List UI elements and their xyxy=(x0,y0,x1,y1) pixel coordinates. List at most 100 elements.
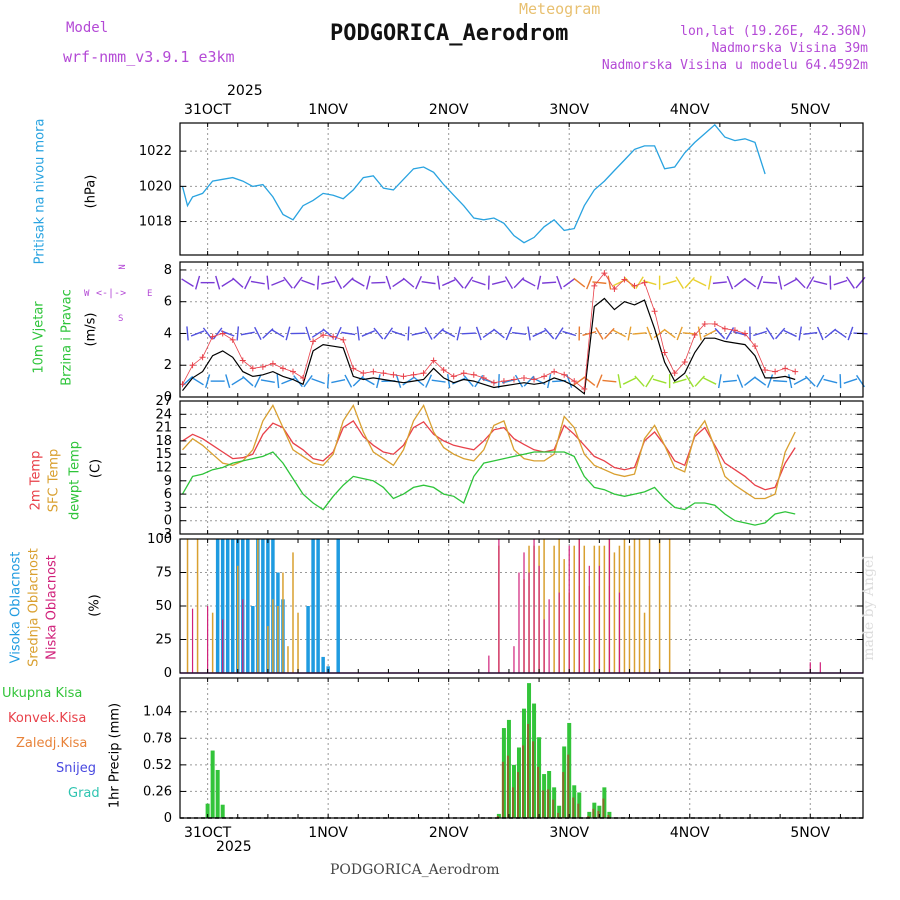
cloud-low-bar xyxy=(523,552,525,673)
precip-conv-bar xyxy=(542,790,545,818)
top-year: 2025 xyxy=(227,83,263,99)
wind-barb xyxy=(744,376,756,386)
gust-marker xyxy=(591,282,598,289)
cloud-low-bar xyxy=(618,592,621,673)
wind-barb xyxy=(471,279,486,286)
gust-marker xyxy=(320,332,327,339)
precip-conv-bar xyxy=(522,745,525,818)
gust-marker xyxy=(229,336,236,343)
wind-barb xyxy=(672,378,687,384)
gust-marker xyxy=(661,349,668,356)
compass-n: N xyxy=(115,264,126,270)
wind-barb xyxy=(242,375,254,387)
wind-barb xyxy=(447,374,451,389)
wind-barb xyxy=(726,275,734,290)
wind-barb xyxy=(231,376,245,386)
gust-marker xyxy=(189,362,196,369)
gust-marker xyxy=(721,325,728,332)
wind-barb xyxy=(436,275,441,290)
wind-barb xyxy=(271,329,285,338)
y-tick-label: 6 xyxy=(164,295,172,310)
cloud-mid-bar xyxy=(543,539,545,673)
gust-marker xyxy=(470,371,477,378)
cloud-mid-bar xyxy=(593,545,596,673)
cloud-high-bar xyxy=(246,539,250,673)
gust-marker xyxy=(279,365,286,372)
gust-marker xyxy=(249,365,256,372)
y-tick-label: -3 xyxy=(159,527,172,542)
wind-barb xyxy=(756,275,764,290)
gust-marker xyxy=(420,370,427,377)
wind-barb xyxy=(532,329,546,338)
gust-marker xyxy=(571,378,578,385)
cloud-mid-bar xyxy=(643,612,646,673)
y-tick-label: 0 xyxy=(164,514,172,529)
precip-conv-bar xyxy=(602,798,605,818)
wind-barb xyxy=(806,276,815,290)
cloud-mid-bar xyxy=(186,539,189,673)
pressure-ylabel: Pritisak na nivou mora xyxy=(32,118,48,265)
precip-conv-bar xyxy=(552,799,555,818)
gust-marker xyxy=(651,308,658,315)
gust-marker xyxy=(300,374,307,381)
wind-barb xyxy=(262,328,274,339)
wind-barb xyxy=(743,277,757,288)
wind-barb xyxy=(596,374,603,388)
y-tick-label: 25 xyxy=(155,633,172,648)
wind-barb xyxy=(733,330,747,336)
wind-barb xyxy=(493,328,505,339)
precip-conv-bar xyxy=(572,797,575,818)
gust-marker xyxy=(551,368,558,375)
model-elevation-text: Nadmorska Visina u modelu 64.4592m xyxy=(601,58,868,73)
wind-barb xyxy=(395,374,402,388)
y-tick-label: 24 xyxy=(155,407,172,422)
wind-barb xyxy=(646,326,653,341)
y-tick-label: 50 xyxy=(155,599,172,614)
gust-marker xyxy=(782,365,789,372)
wind-barb xyxy=(783,278,797,287)
wind-barb xyxy=(402,277,415,288)
wind-barb xyxy=(361,330,376,337)
wind-barb xyxy=(527,326,531,341)
gust-marker xyxy=(541,373,548,380)
wind-barb xyxy=(271,279,285,286)
cloud-ylabel-mid: Srednja Oblacnost xyxy=(26,548,42,667)
cloud-low-bar xyxy=(538,565,540,673)
gust-marker xyxy=(209,333,216,340)
cloud-high-bar xyxy=(251,606,255,673)
wind-barb xyxy=(544,327,555,340)
wind-barb xyxy=(276,374,280,389)
precip-conv-bar xyxy=(532,741,535,818)
wind-barb xyxy=(753,376,767,386)
y-tick-label: 6 xyxy=(164,487,172,502)
wind-barb xyxy=(311,329,325,338)
wind-barb xyxy=(765,327,775,340)
wind-barb xyxy=(634,375,645,387)
wind-barb xyxy=(513,277,525,289)
day-label-top: 5NOV xyxy=(790,102,830,118)
wind-barb xyxy=(645,374,654,388)
wind-barb xyxy=(433,328,445,339)
gust-marker xyxy=(480,374,487,381)
cloud-mid-bar xyxy=(277,606,279,673)
gust-marker xyxy=(681,359,688,366)
temp-2m-line xyxy=(182,419,796,491)
gust-marker xyxy=(350,365,357,372)
cloud-low-bar xyxy=(578,539,580,673)
wind-barb xyxy=(221,278,235,287)
wind-barb xyxy=(627,326,632,341)
wind-barb xyxy=(190,330,205,337)
wind-barb xyxy=(293,375,303,388)
cloud-mid-bar xyxy=(553,545,555,673)
wind-barb xyxy=(461,332,476,335)
wind-barb xyxy=(536,275,542,290)
wind-barb xyxy=(254,326,262,341)
temp-ylabel-2m: 2m Temp xyxy=(28,450,44,511)
gust-marker xyxy=(762,367,769,373)
cloud-low-bar xyxy=(608,539,610,673)
sfc-temp-line xyxy=(182,403,796,500)
day-label-top: 1NOV xyxy=(308,102,348,118)
wind-barb xyxy=(635,276,644,289)
day-label-bottom: 1NOV xyxy=(308,825,348,841)
